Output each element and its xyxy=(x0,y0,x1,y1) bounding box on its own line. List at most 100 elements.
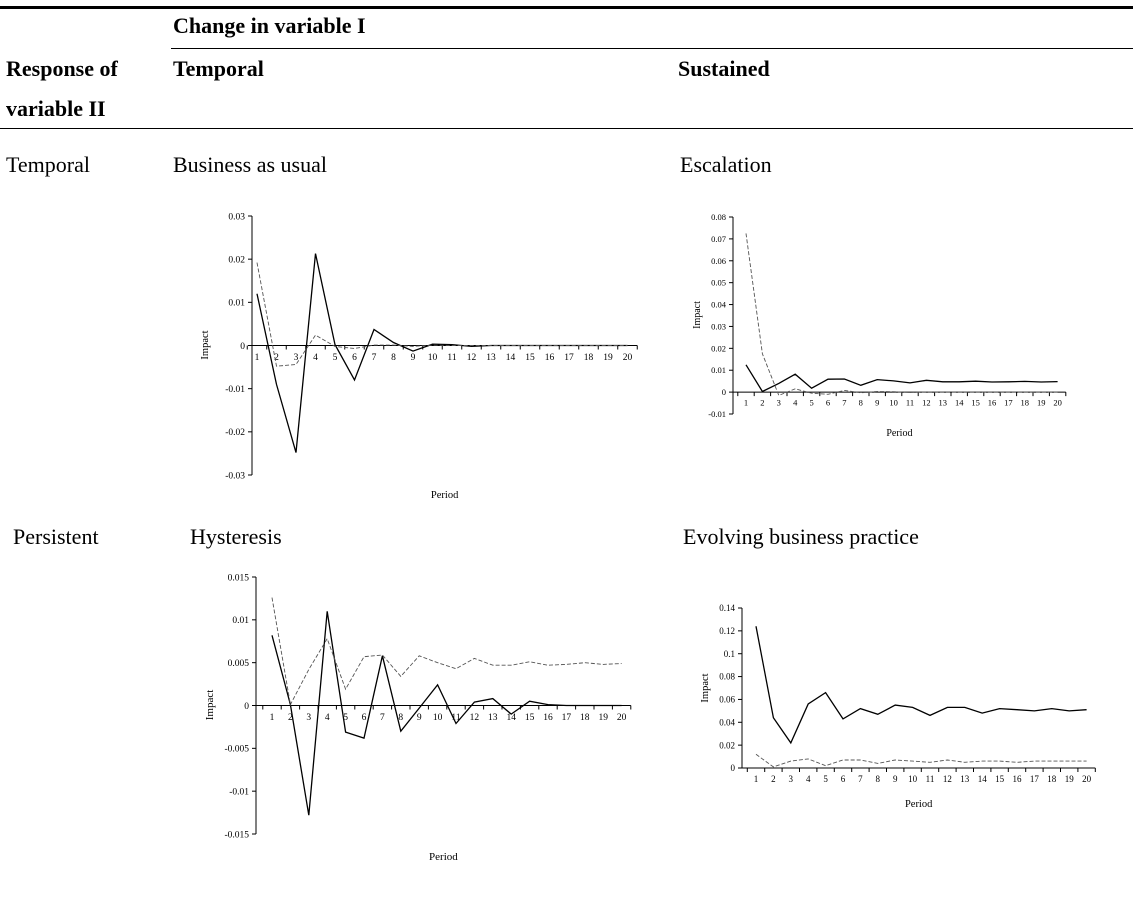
x-tick-label: 19 xyxy=(598,713,608,723)
y-tick-label: 0.08 xyxy=(711,212,726,222)
x-tick-label: 10 xyxy=(889,398,898,408)
x-tick-label: 8 xyxy=(391,353,396,363)
x-tick-label: 6 xyxy=(841,774,846,784)
y-tick-label: 0 xyxy=(244,702,249,712)
x-tick-label: 8 xyxy=(398,713,403,723)
y-axis-label: Impact xyxy=(692,301,703,329)
y-tick-label: -0.03 xyxy=(225,471,245,481)
x-tick-label: 6 xyxy=(362,713,367,723)
x-tick-label: 10 xyxy=(433,713,443,723)
header-variable-2: variable II xyxy=(6,96,106,121)
y-tick-label: -0.01 xyxy=(708,409,726,419)
y-tick-label: 0.04 xyxy=(719,717,735,727)
x-tick-label: 3 xyxy=(294,353,299,363)
x-tick-label: 12 xyxy=(467,353,477,363)
x-tick-label: 16 xyxy=(988,398,997,408)
x-tick-label: 7 xyxy=(372,353,377,363)
y-tick-label: 0.14 xyxy=(719,603,735,613)
series-line-dashed xyxy=(256,262,628,367)
x-tick-label: 2 xyxy=(760,398,764,408)
x-tick-label: 13 xyxy=(486,353,496,363)
x-tick-label: 3 xyxy=(789,774,794,784)
x-tick-label: 6 xyxy=(826,398,830,408)
x-tick-label: 17 xyxy=(1004,398,1013,408)
row-label-persistent: Persistent xyxy=(13,524,99,549)
x-tick-label: 7 xyxy=(858,774,863,784)
y-tick-label: -0.005 xyxy=(224,745,249,755)
y-tick-label: 0.02 xyxy=(228,255,245,265)
column-header-sustained: Sustained xyxy=(678,56,770,81)
x-tick-label: 4 xyxy=(806,774,811,784)
row-label-temporal: Temporal xyxy=(6,152,90,177)
x-tick-label: 5 xyxy=(333,353,338,363)
y-tick-label: 0.01 xyxy=(228,299,245,309)
y-tick-label: -0.015 xyxy=(224,830,249,840)
x-tick-label: 13 xyxy=(960,774,970,784)
x-axis-label: Period xyxy=(905,799,933,810)
cell-title-business-as-usual: Business as usual xyxy=(173,152,327,177)
x-tick-label: 15 xyxy=(971,398,980,408)
x-tick-label: 8 xyxy=(859,398,863,408)
y-tick-label: 0.04 xyxy=(711,300,727,310)
x-tick-label: 9 xyxy=(411,353,416,363)
y-tick-label: 0.03 xyxy=(711,321,726,331)
x-tick-label: 7 xyxy=(380,713,385,723)
x-tick-label: 15 xyxy=(525,713,535,723)
y-tick-label: 0.1 xyxy=(724,649,735,659)
series-line-solid xyxy=(271,611,622,816)
x-tick-label: 1 xyxy=(255,353,260,363)
y-tick-label: 0 xyxy=(731,763,736,773)
y-tick-label: 0.02 xyxy=(719,740,735,750)
x-tick-label: 11 xyxy=(451,713,460,723)
x-tick-label: 18 xyxy=(1047,774,1057,784)
series-line-dashed xyxy=(755,753,1087,768)
x-tick-label: 18 xyxy=(580,713,590,723)
x-tick-label: 20 xyxy=(623,353,633,363)
y-tick-label: 0.06 xyxy=(711,256,726,266)
x-tick-label: 15 xyxy=(525,353,535,363)
x-tick-label: 19 xyxy=(1065,774,1075,784)
x-tick-label: 9 xyxy=(875,398,879,408)
x-tick-label: 3 xyxy=(777,398,781,408)
x-tick-label: 19 xyxy=(603,353,613,363)
x-tick-label: 14 xyxy=(506,353,516,363)
x-tick-label: 17 xyxy=(1030,774,1040,784)
cell-title-evolving-business-practice: Evolving business practice xyxy=(683,524,919,549)
x-tick-label: 4 xyxy=(793,398,798,408)
y-axis-label: Impact xyxy=(700,673,711,702)
x-tick-label: 1 xyxy=(754,774,759,784)
y-tick-label: 0.01 xyxy=(711,365,726,375)
column-header-temporal: Temporal xyxy=(173,56,264,81)
x-tick-label: 2 xyxy=(771,774,776,784)
header-change-in-variable-1: Change in variable I xyxy=(173,13,366,38)
x-tick-label: 1 xyxy=(270,713,275,723)
x-tick-label: 12 xyxy=(470,713,480,723)
x-tick-label: 16 xyxy=(545,353,555,363)
y-tick-label: 0.03 xyxy=(228,212,245,222)
x-tick-label: 7 xyxy=(842,398,846,408)
y-tick-label: 0.02 xyxy=(711,343,726,353)
y-tick-label: -0.01 xyxy=(229,787,249,797)
y-tick-label: 0 xyxy=(722,387,726,397)
x-tick-label: 4 xyxy=(313,353,318,363)
header-bottom-rule xyxy=(0,128,1133,129)
x-tick-label: 3 xyxy=(306,713,311,723)
cell-title-hysteresis: Hysteresis xyxy=(190,524,282,549)
x-tick-label: 14 xyxy=(955,398,964,408)
header-response-of: Response of xyxy=(6,56,118,81)
x-tick-label: 6 xyxy=(352,353,357,363)
x-tick-label: 10 xyxy=(908,774,918,784)
x-tick-label: 5 xyxy=(343,713,348,723)
x-tick-label: 5 xyxy=(823,774,828,784)
y-tick-label: -0.01 xyxy=(225,385,245,395)
x-tick-label: 17 xyxy=(564,353,574,363)
x-tick-label: 19 xyxy=(1037,398,1046,408)
x-tick-label: 9 xyxy=(893,774,898,784)
top-rule xyxy=(0,6,1133,9)
series-line-solid xyxy=(745,364,1058,393)
y-tick-label: 0 xyxy=(240,342,245,352)
x-tick-label: 8 xyxy=(876,774,881,784)
y-tick-label: 0.01 xyxy=(232,616,249,626)
